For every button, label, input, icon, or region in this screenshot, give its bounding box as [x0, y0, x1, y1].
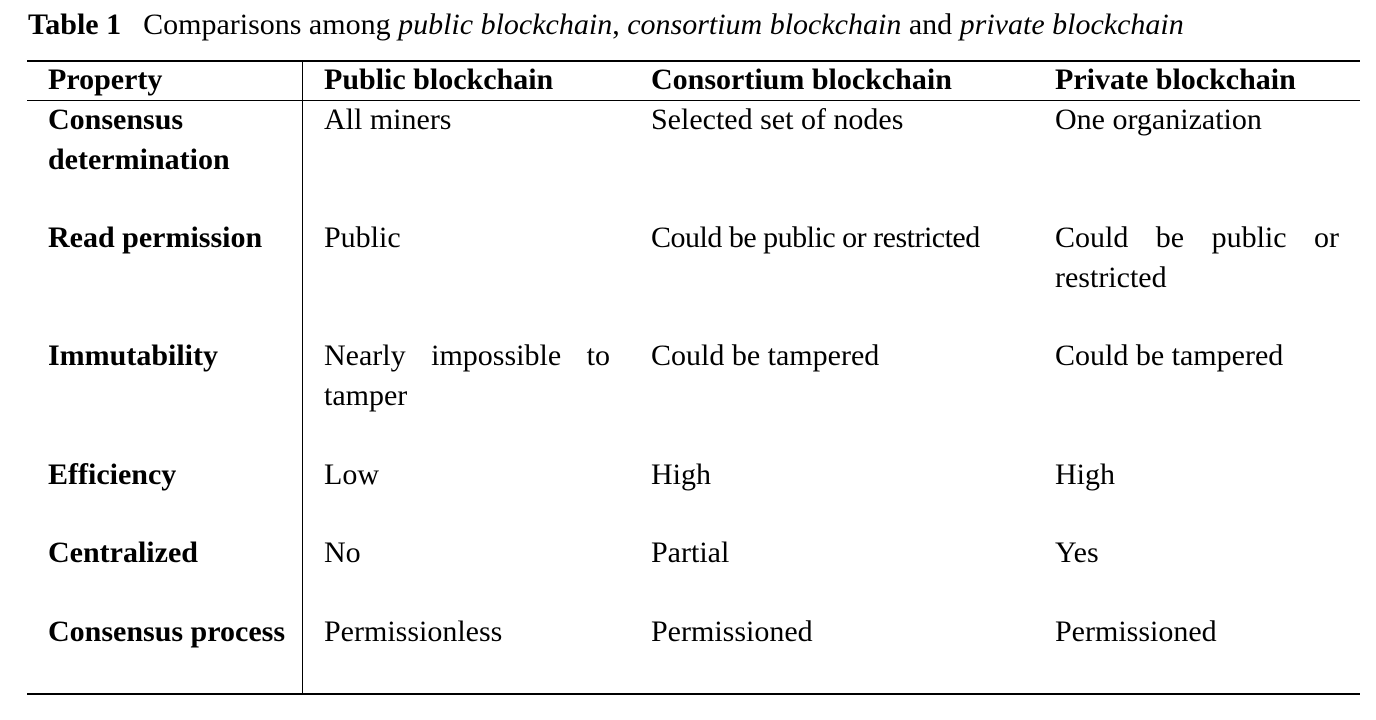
table-cell: Permissionless — [324, 615, 503, 648]
row-label: Consensus process — [48, 615, 285, 648]
row-label: Efficiency — [48, 458, 177, 491]
caption-term-private: private blockchain — [959, 8, 1184, 41]
header-consortium-blockchain: Consortium blockchain — [651, 63, 952, 96]
table-cell: Nearly impossible to tamper — [324, 339, 610, 412]
table-cell: Partial — [651, 536, 730, 569]
caption-prefix: Comparisons among — [143, 8, 399, 41]
table-cell: Selected set of nodes — [651, 103, 904, 136]
caption-separator: , — [612, 8, 628, 41]
header-public-blockchain: Public blockchain — [324, 63, 554, 96]
table-cell: Public — [324, 221, 401, 254]
table-top-rule — [27, 60, 1360, 62]
comparison-table: Property Public blockchain Consortium bl… — [27, 60, 1360, 696]
table-header-rule — [27, 100, 1360, 101]
header-property: Property — [48, 63, 163, 96]
caption-separator: and — [901, 8, 960, 41]
table-cell: Permissioned — [651, 615, 813, 648]
table-cell: High — [1055, 458, 1115, 491]
row-label: Read permission — [48, 221, 263, 254]
table-cell: Low — [324, 458, 379, 491]
row-label: Immutability — [48, 339, 219, 372]
table-cell: High — [651, 458, 711, 491]
caption-label: Table 1 — [28, 8, 122, 41]
table-cell: Could be tampered — [1055, 339, 1284, 372]
header-private-blockchain: Private blockchain — [1055, 63, 1296, 96]
table-cell: Yes — [1055, 536, 1099, 569]
table-cell: Could be tampered — [651, 339, 880, 372]
table-caption: Table 1 Comparisons among public blockcha… — [28, 6, 1184, 44]
row-label: Consensus determination — [48, 103, 230, 176]
table-cell: One organization — [1055, 103, 1262, 136]
row-label: Centralized — [48, 536, 198, 569]
caption-term-consortium: consortium blockchain — [627, 8, 902, 41]
table-cell: No — [324, 536, 361, 569]
table-column-divider — [302, 60, 303, 695]
caption-term-public: public blockchain — [398, 8, 613, 41]
table-bottom-rule — [27, 693, 1360, 695]
table-cell: Could be public or restricted — [1055, 221, 1339, 294]
table-cell: Permissioned — [1055, 615, 1217, 648]
table-cell: All miners — [324, 103, 452, 136]
table-cell: Could be public or restricted — [651, 221, 980, 254]
